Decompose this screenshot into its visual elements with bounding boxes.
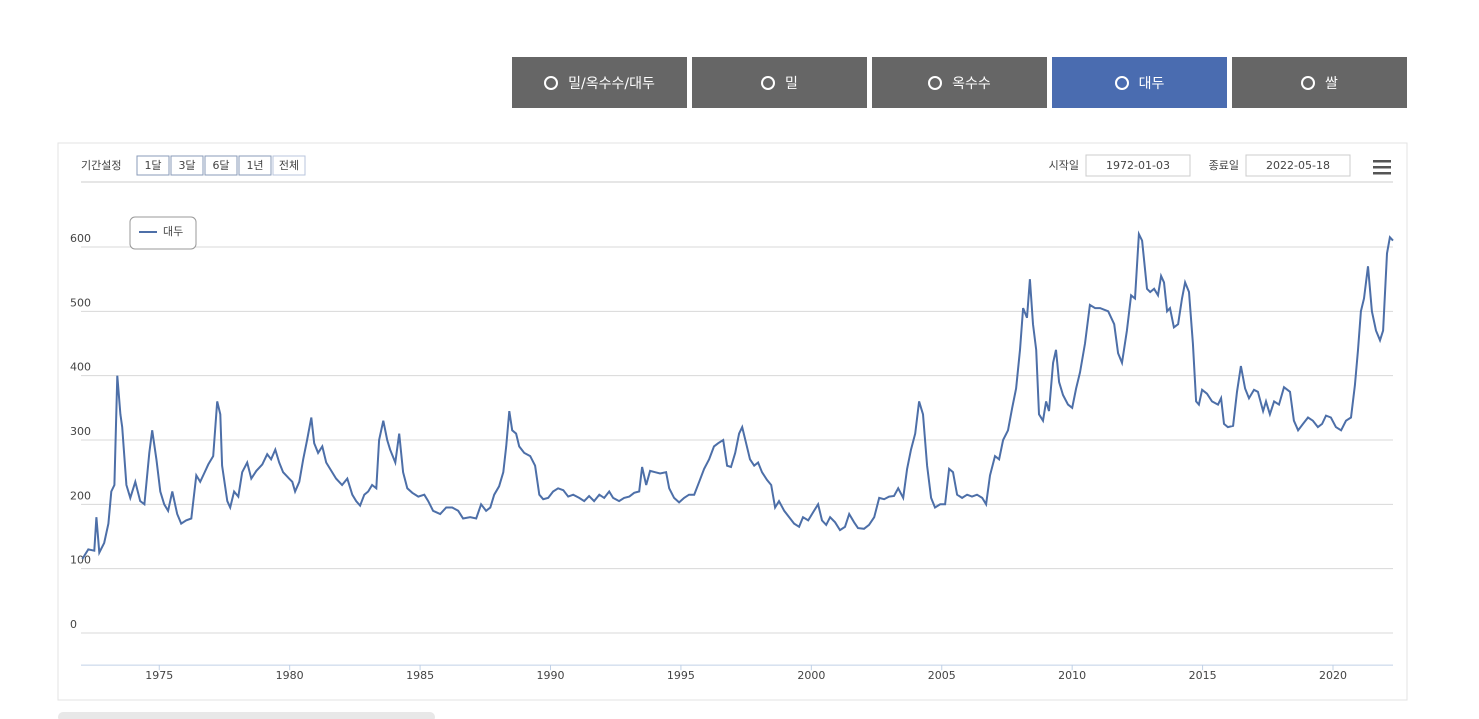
x-tick-label: 1985 (406, 669, 434, 682)
x-tick-label: 2010 (1058, 669, 1086, 682)
y-tick-label: 0 (70, 618, 77, 631)
period-button-box (238, 155, 272, 176)
legend-label: 대두 (163, 225, 183, 238)
menu-icon[interactable] (1373, 160, 1391, 175)
tab-icon (1114, 75, 1129, 90)
tab-icon (761, 75, 776, 90)
tab[interactable]: 밀 (692, 57, 867, 108)
end-input[interactable] (1245, 154, 1351, 177)
period-button-label: 1년 (246, 159, 263, 172)
y-tick-label: 100 (70, 554, 91, 567)
start-value: 1972-01-03 (1106, 159, 1170, 172)
x-tick-label: 2000 (797, 669, 825, 682)
tab-label: 옥수수 (952, 75, 991, 92)
period-label: 기간설정 (81, 159, 121, 172)
tab-icon (928, 75, 943, 90)
tab-label: 밀 (785, 75, 798, 92)
period-button-label: 6달 (212, 159, 229, 172)
period-button-label: 3달 (178, 159, 195, 172)
scrollbar (58, 712, 435, 719)
tab-label: 밀/옥수수/대두 (568, 75, 655, 92)
tab[interactable]: 옥수수 (872, 57, 1047, 108)
legend-box (129, 216, 197, 250)
period-button-box (170, 155, 204, 176)
start-label: 시작일 (1049, 158, 1079, 172)
x-tick-label: 2005 (928, 669, 956, 682)
period-button[interactable]: 6달 (204, 155, 238, 176)
tab-label: 대두 (1138, 75, 1165, 92)
period-button[interactable]: 1달 (136, 155, 170, 176)
series-line (81, 230, 1394, 560)
x-tick-label: 1980 (276, 669, 304, 682)
period-button[interactable]: 전체 (272, 155, 306, 176)
end-value: 2022-05-18 (1266, 159, 1330, 172)
period-button-label: 전체 (279, 159, 299, 172)
tab-icon (1301, 75, 1316, 90)
end-label: 종료일 (1209, 158, 1239, 172)
tab-label: 쌀 (1325, 75, 1338, 92)
tab[interactable]: 대두 (1052, 57, 1227, 108)
legend[interactable]: 대두 (129, 216, 197, 250)
x-tick-label: 2015 (1189, 669, 1217, 682)
period-button[interactable]: 1년 (238, 155, 272, 176)
x-tick-label: 2020 (1319, 669, 1347, 682)
y-tick-label: 200 (70, 489, 91, 502)
tab-icon (544, 75, 559, 90)
period-button-box (204, 155, 238, 176)
tab[interactable]: 쌀 (1232, 57, 1407, 108)
x-tick-label: 1995 (667, 669, 695, 682)
tab[interactable]: 밀/옥수수/대두 (512, 57, 687, 108)
chart-card (57, 142, 1408, 701)
y-tick-label: 600 (70, 232, 91, 245)
period-button[interactable]: 3달 (170, 155, 204, 176)
y-tick-label: 300 (70, 425, 91, 438)
period-button-box (136, 155, 170, 176)
x-tick-label: 1975 (145, 669, 173, 682)
period-button-label: 1달 (144, 159, 161, 172)
start-input[interactable] (1085, 154, 1191, 177)
x-tick-label: 1990 (537, 669, 565, 682)
y-tick-label: 500 (70, 296, 91, 309)
y-tick-label: 400 (70, 361, 91, 374)
period-button-box (272, 155, 306, 176)
